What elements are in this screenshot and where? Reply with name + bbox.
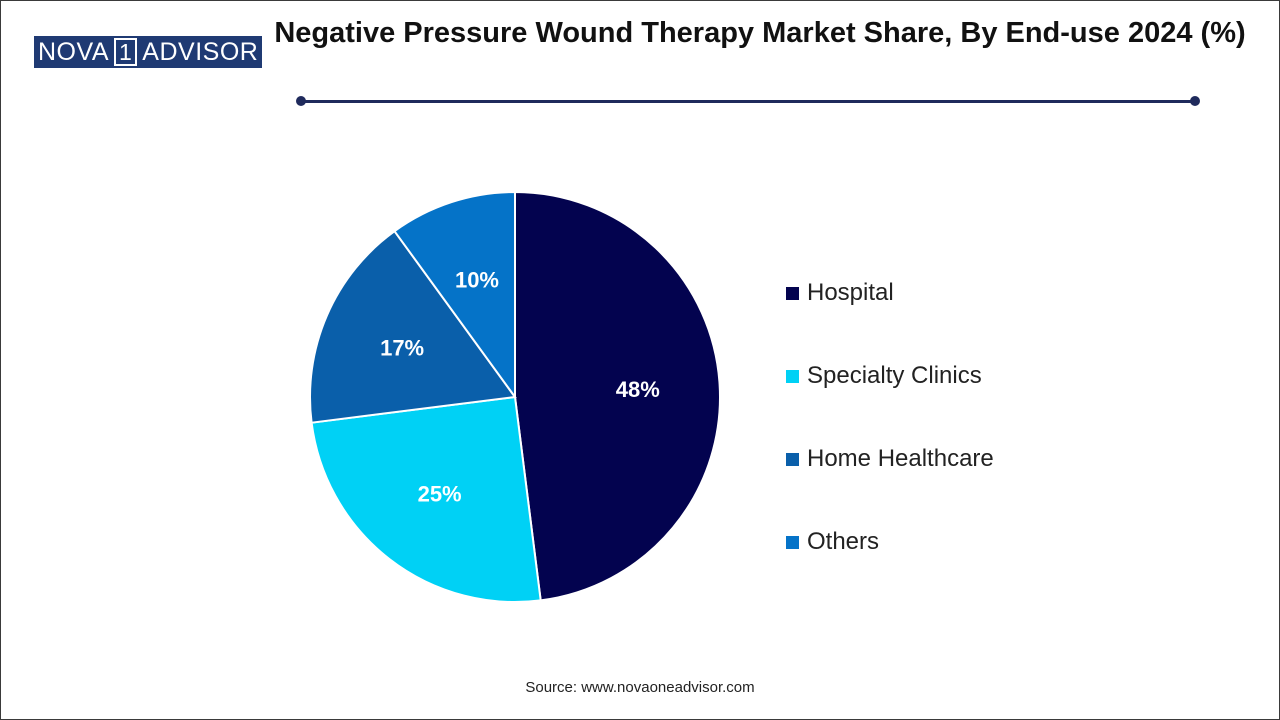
legend-item-hospital: Hospital <box>786 277 994 309</box>
legend-swatch <box>786 286 799 300</box>
logo-text-mid: 1 <box>114 38 138 66</box>
pie-slice-home-healthcare <box>309 229 517 424</box>
title-rule <box>301 100 1195 103</box>
legend-swatch <box>786 452 799 466</box>
legend-item-home-healthcare: Home Healthcare <box>786 443 994 475</box>
logo-text-right: ADVISOR <box>138 36 263 68</box>
legend-label: Home Healthcare <box>807 445 994 472</box>
legend-swatch <box>786 535 799 549</box>
legend-item-others: Others <box>786 526 994 558</box>
chart-title: Negative Pressure Wound Therapy Market S… <box>274 17 1246 49</box>
legend: Hospital Specialty Clinics Home Healthcare… <box>786 277 994 609</box>
data-label-home-healthcare: 17% <box>380 336 424 361</box>
title-rule-dot-right <box>1190 96 1200 106</box>
pie-slice-hospital <box>514 190 721 602</box>
legend-label: Hospital <box>807 279 894 306</box>
source-note: Source: www.novaoneadvisor.com <box>525 679 755 696</box>
legend-label: Others <box>807 528 880 555</box>
legend-label: Specialty Clinics <box>807 362 982 389</box>
data-label-specialty-clinics: 25% <box>418 482 462 507</box>
logo-text-left: NOVA <box>34 36 113 68</box>
brand-logo: NOVA 1 ADVISOR <box>34 36 263 68</box>
pie-slice-specialty-clinics <box>310 395 542 603</box>
data-label-others: 10% <box>455 268 499 293</box>
data-label-hospital: 48% <box>616 377 660 402</box>
pie-slice-others <box>393 190 516 401</box>
legend-swatch <box>786 369 799 383</box>
legend-item-specialty-clinics: Specialty Clinics <box>786 360 994 392</box>
